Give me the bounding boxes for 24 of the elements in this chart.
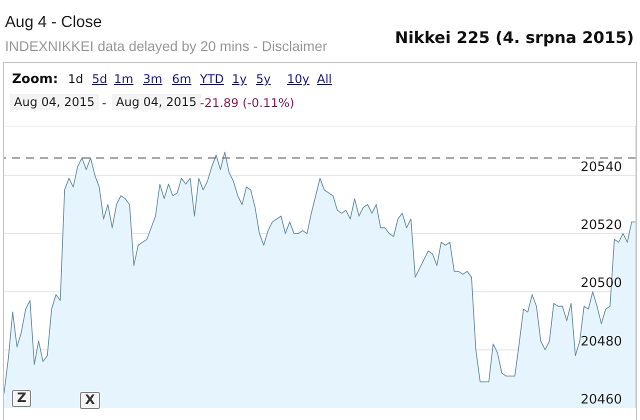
text: 5y	[256, 72, 271, 86]
text: -	[102, 96, 106, 110]
text: Aug 04, 2015	[10, 94, 99, 110]
text: Aug 4 - Close	[5, 14, 102, 32]
text: 1d	[68, 72, 84, 86]
annotation: X	[80, 392, 100, 409]
chart-title: Nikkei 225 (4. srpna 2015)	[394, 28, 634, 47]
text: Aug 04, 2015	[112, 94, 201, 110]
text: 1m	[114, 72, 134, 86]
text: 5d	[92, 72, 108, 86]
text: Zoom:	[12, 72, 58, 87]
text: 1y	[232, 72, 247, 86]
y-tick-label: 20540	[580, 160, 622, 175]
annotation: Z	[12, 390, 32, 407]
y-tick-label: 20480	[580, 334, 622, 350]
text: 3m	[143, 72, 162, 86]
text: All	[317, 72, 332, 86]
text: -21.89 (-0.11%)	[200, 96, 294, 110]
text: 6m	[172, 72, 192, 86]
y-tick-label: 20460	[580, 392, 622, 408]
text: YTD	[200, 72, 224, 86]
y-tick-label: 20520	[580, 218, 622, 234]
text: INDEXNIKKEI data delayed by 20 mins - Disclaimer	[5, 38, 328, 54]
text: 10y	[287, 72, 310, 86]
